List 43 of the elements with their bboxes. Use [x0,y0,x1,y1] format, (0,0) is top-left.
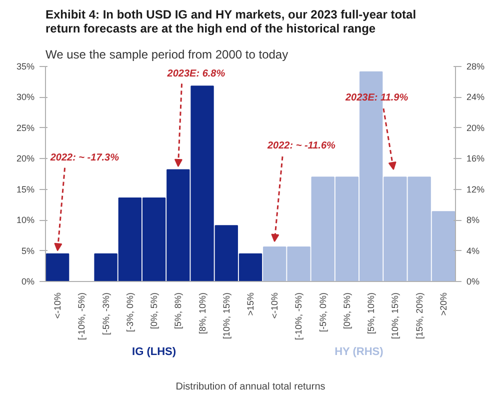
y-tick-label: 0% [21,276,35,286]
annotation: 2022: ~ -11.6% [266,140,336,152]
y2-tick-label: 24% [466,92,485,102]
x-tick-label: [-5%, 0%) [318,292,328,332]
y-tick-label: 10% [16,215,34,226]
x-tick-label: [5%, 8%) [173,292,184,330]
x-tick-label: [-5%, -3%) [100,292,111,336]
y-tick-label: 35% [16,62,34,72]
x-tick-label: <-10% [270,292,280,319]
y-tick-label: 30% [16,92,34,102]
chart-subtitle: We use the sample period from 2000 to today [46,48,288,62]
y2-tick-label: 4% [466,246,480,256]
text: HY (RHS) [334,346,384,358]
text: IG (LHS) [132,346,176,358]
x-tick-label: [-10%, -5%) [76,292,87,340]
x-tick-label: [0%, 5%) [342,292,352,330]
x-tick-label: [-10%, -5%) [294,292,304,340]
y2-tick-label: 8% [466,215,480,226]
x-tick-label: [0%, 5%) [149,292,160,330]
y-tick-label: 25% [16,122,34,133]
y2-tick-label: 20% [466,122,485,133]
x-tick-label: >20% [438,292,448,316]
y-tick-label: 15% [16,184,34,194]
x-tick-label: <-10% [52,292,63,319]
bar [46,253,70,282]
annotation: 2023E: 11.9% [344,92,408,104]
y2-tick-label: 12% [466,184,485,194]
x-tick-label: [5%, 10%) [366,292,376,334]
y2-tick-label: 16% [466,154,485,164]
annotation: 2022: ~ -17.3% [49,152,120,164]
y2-tick-label: 0% [466,276,480,286]
chart-title: Exhibit 4: In both USD IG and HY markets, our 2023 full-year total return forecasts are at the high end of the historical range [46,8,416,36]
x-tick-label: [10%, 15%) [390,292,400,340]
y2-tick-label: 28% [466,62,485,72]
x-tick-label: [-3%, 0%) [124,292,135,332]
x-tick-label: [15%, 20%) [414,292,424,340]
x-tick-label: >15% [246,292,256,316]
y-tick-label: 5% [21,246,35,256]
y-tick-label: 20% [16,154,34,164]
x-tick-label: [10%, 15%) [221,292,232,340]
x-tick-label: [8%, 10%) [197,292,208,334]
annotation: 2023E: 6.8% [166,68,226,80]
x-axis-title: Distribution of annual total returns [176,382,326,392]
